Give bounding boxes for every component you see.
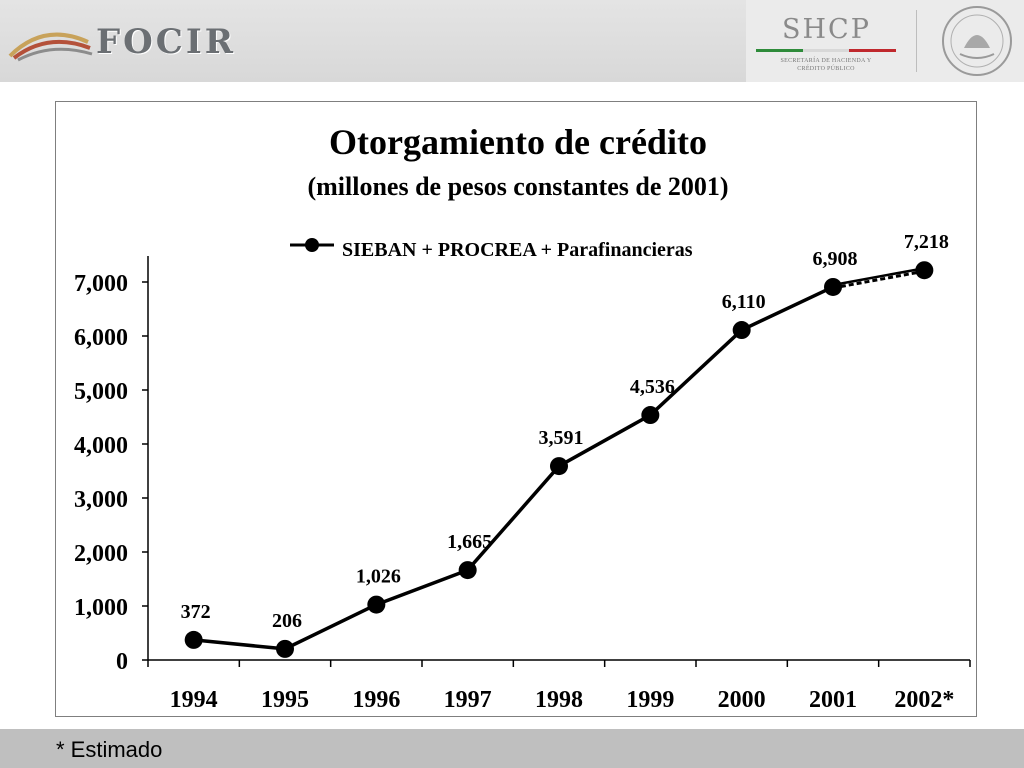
series-line: [193, 285, 834, 651]
footer-band: [0, 729, 1024, 768]
data-point: [458, 561, 477, 580]
x-tick-label: 2001: [809, 687, 857, 713]
shcp-logo-stripe-icon: [756, 49, 896, 52]
chart-subtitle: (millones de pesos constantes de 2001): [307, 172, 728, 201]
y-tick-label: 3,000: [74, 487, 128, 513]
y-tick-label: 4,000: [74, 433, 128, 459]
data-label: 6,110: [722, 291, 766, 313]
data-point: [367, 595, 386, 614]
data-label: 7,218: [904, 231, 949, 253]
data-point: [184, 630, 203, 649]
x-tick-label: 1994: [170, 687, 218, 713]
legend-marker-icon: [305, 238, 319, 252]
chart-legend: SIEBAN + PROCREA + Parafinancieras: [290, 238, 693, 261]
y-tick-label: 6,000: [74, 325, 128, 351]
chart-frame: [55, 101, 977, 717]
logo-divider: [916, 10, 917, 72]
shcp-logo-subtitle: SECRETARÍA DE HACIENDA Y CRÉDITO PÚBLICO: [780, 58, 872, 72]
series-line-estimated: [832, 266, 925, 287]
data-point: [641, 406, 660, 425]
y-tick-label: 2,000: [74, 541, 128, 567]
data-point: [915, 261, 934, 280]
x-tick-label: 1995: [261, 687, 309, 713]
data-label: 206: [272, 610, 302, 632]
x-tick-label: 2002*: [894, 687, 954, 713]
legend-label: SIEBAN + PROCREA + Parafinancieras: [342, 239, 693, 261]
y-tick-label: 1,000: [74, 595, 128, 621]
data-point: [824, 277, 842, 296]
y-tick-label: 7,000: [74, 271, 128, 297]
data-label: 1,665: [447, 531, 492, 553]
x-tick-label: 1999: [626, 687, 674, 713]
data-label: 3,591: [539, 427, 584, 449]
chart-title: Otorgamiento de crédito: [329, 122, 707, 162]
data-point: [276, 639, 294, 658]
x-tick-label: 1996: [352, 687, 400, 713]
x-tick-label: 2000: [718, 687, 766, 713]
focir-logo-icon: [8, 32, 93, 62]
footnote: * Estimado: [56, 737, 163, 762]
coat-of-arms-seal-icon: [942, 6, 1012, 76]
shcp-logo-text: SHCP: [782, 14, 871, 45]
data-label: 4,536: [630, 376, 675, 398]
y-tick-label: 5,000: [74, 379, 128, 405]
series-line-estimated-dashed: [832, 269, 925, 290]
data-label: 6,908: [813, 248, 858, 270]
data-point: [550, 457, 568, 476]
y-tick-label: 0: [116, 649, 128, 675]
x-tick-label: 1998: [535, 687, 583, 713]
data-label: 1,026: [356, 566, 401, 588]
x-tick-label: 1997: [444, 687, 492, 713]
data-point: [732, 321, 751, 340]
data-label: 372: [181, 601, 211, 623]
focir-logo-text: FOCIR: [96, 22, 236, 62]
